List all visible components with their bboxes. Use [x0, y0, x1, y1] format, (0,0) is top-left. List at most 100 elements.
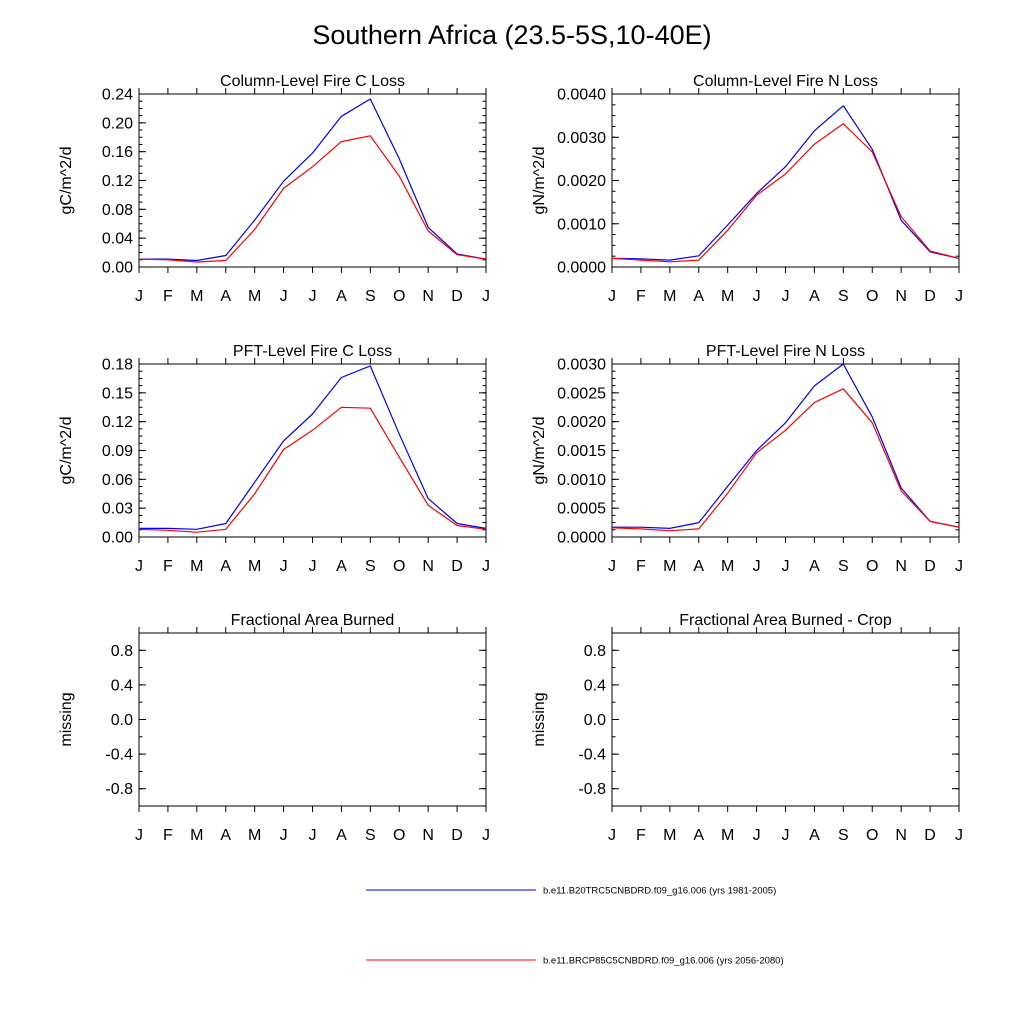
- plot-frame: [611, 632, 960, 807]
- x-tick-label: M: [663, 827, 676, 844]
- panel-title: Fractional Area Burned - Crop: [679, 612, 892, 629]
- x-tick-label: O: [393, 288, 405, 305]
- y-tick-label: 0.0025: [557, 385, 606, 402]
- y-tick-label: 0.08: [102, 202, 133, 219]
- panel-title: PFT-Level Fire C Loss: [233, 343, 392, 360]
- y-tick-label: 0.8: [584, 643, 606, 660]
- x-tick-label: F: [163, 558, 173, 575]
- x-tick-label: J: [280, 288, 288, 305]
- x-tick-label: M: [248, 288, 261, 305]
- y-tick-label: 0.24: [102, 87, 133, 104]
- x-tick-label: F: [636, 288, 646, 305]
- x-tick-label: O: [866, 558, 878, 575]
- x-tick-label: A: [220, 558, 231, 575]
- y-tick-label: 0.12: [102, 414, 133, 431]
- figure-title: Southern Africa (23.5-5S,10-40E): [312, 20, 712, 50]
- y-axis-label: gC/m^2/d: [58, 147, 75, 215]
- x-tick-label: M: [721, 288, 734, 305]
- x-tick-label: J: [608, 827, 616, 844]
- plot-frame: [138, 363, 487, 538]
- x-tick-label: J: [782, 827, 790, 844]
- x-tick-label: N: [422, 558, 434, 575]
- y-tick-label: 0.06: [102, 472, 133, 489]
- x-tick-label: J: [608, 288, 616, 305]
- x-tick-label: F: [163, 288, 173, 305]
- series-line-1: [612, 363, 960, 530]
- x-tick-label: A: [336, 558, 347, 575]
- x-tick-label: D: [924, 288, 936, 305]
- series-line-2: [611, 388, 960, 532]
- legend-item-2: b.e11.BRCP85C5CNBDRD.f09_g16.006 (yrs 20…: [366, 956, 784, 967]
- x-tick-label: J: [309, 558, 317, 575]
- chart-panel-4: PFT-Level Fire N Loss gN/m^2/d 0.0000 0.000…: [531, 343, 963, 575]
- panel-title: Column-Level Fire N Loss: [693, 73, 878, 90]
- x-tick-label: D: [451, 558, 463, 575]
- y-tick-label: 0.0: [111, 712, 133, 729]
- x-tick-label: O: [866, 288, 878, 305]
- x-tick-label: F: [636, 558, 646, 575]
- series-line-2: [138, 135, 487, 263]
- x-tick-label: J: [280, 558, 288, 575]
- legend-item-1: b.e11.B20TRC5CNBDRD.f09_g16.006 (yrs 198…: [366, 886, 776, 897]
- y-axis-label: gN/m^2/d: [531, 417, 548, 485]
- y-tick-label: 0.15: [102, 385, 133, 402]
- y-tick-label: 0.0030: [557, 130, 606, 147]
- x-tick-label: D: [451, 288, 463, 305]
- x-tick-label: M: [248, 827, 261, 844]
- y-tick-label: 0.0000: [557, 260, 606, 277]
- x-tick-label: S: [838, 827, 849, 844]
- y-tick-label: -0.4: [578, 747, 606, 764]
- x-tick-label: D: [924, 827, 936, 844]
- x-tick-label: M: [190, 558, 203, 575]
- x-tick-label: A: [693, 288, 704, 305]
- y-tick-label: 0.09: [102, 443, 133, 460]
- chart-panel-1: Column-Level Fire C Loss gC/m^2/d 0.00 0.04…: [58, 73, 490, 305]
- x-tick-label: M: [190, 288, 203, 305]
- chart-panel-6: Fractional Area Burned - Crop missing -0.8…: [531, 612, 963, 844]
- y-tick-label: 0.0000: [557, 530, 606, 547]
- x-tick-label: F: [636, 827, 646, 844]
- series-line-1: [139, 98, 487, 262]
- y-tick-label: 0.00: [102, 530, 133, 547]
- y-tick-label: 0.04: [102, 231, 133, 248]
- x-tick-label: J: [135, 288, 143, 305]
- legend-label: b.e11.BRCP85C5CNBDRD.f09_g16.006 (yrs 20…: [543, 956, 784, 967]
- x-tick-label: A: [220, 288, 231, 305]
- x-tick-label: O: [866, 827, 878, 844]
- x-tick-label: N: [422, 288, 434, 305]
- y-axis-label: gC/m^2/d: [58, 417, 75, 485]
- x-tick-label: D: [924, 558, 936, 575]
- y-tick-label: 0.8: [111, 643, 133, 660]
- x-tick-label: A: [809, 558, 820, 575]
- x-tick-label: A: [809, 288, 820, 305]
- x-tick-label: A: [693, 558, 704, 575]
- x-tick-label: M: [248, 558, 261, 575]
- plot-frame: [611, 363, 960, 538]
- plot-frame: [138, 93, 487, 268]
- x-tick-label: A: [693, 827, 704, 844]
- series-line-2: [611, 123, 960, 263]
- x-tick-label: A: [220, 827, 231, 844]
- panel-title: PFT-Level Fire N Loss: [706, 343, 865, 360]
- x-tick-label: A: [336, 288, 347, 305]
- y-tick-label: 0.20: [102, 115, 133, 132]
- y-tick-label: -0.8: [105, 781, 133, 798]
- x-tick-label: M: [721, 558, 734, 575]
- y-tick-label: 0.4: [584, 677, 606, 694]
- x-tick-label: M: [663, 558, 676, 575]
- y-tick-label: 0.0040: [557, 87, 606, 104]
- y-tick-label: 0.0020: [557, 414, 606, 431]
- x-tick-label: J: [753, 558, 761, 575]
- chart-panel-3: PFT-Level Fire C Loss gC/m^2/d 0.00 0.03 0.0…: [58, 343, 490, 575]
- x-tick-label: S: [838, 558, 849, 575]
- chart-panel-2: Column-Level Fire N Loss gN/m^2/d 0.0000 0.…: [531, 73, 963, 305]
- x-tick-label: D: [451, 827, 463, 844]
- x-tick-label: J: [782, 558, 790, 575]
- x-tick-label: J: [309, 827, 317, 844]
- y-tick-label: 0.0005: [557, 501, 606, 518]
- x-tick-label: J: [482, 288, 490, 305]
- x-tick-label: J: [955, 288, 963, 305]
- y-tick-label: -0.4: [105, 747, 133, 764]
- x-tick-label: M: [721, 827, 734, 844]
- y-axis-label: missing: [531, 692, 548, 746]
